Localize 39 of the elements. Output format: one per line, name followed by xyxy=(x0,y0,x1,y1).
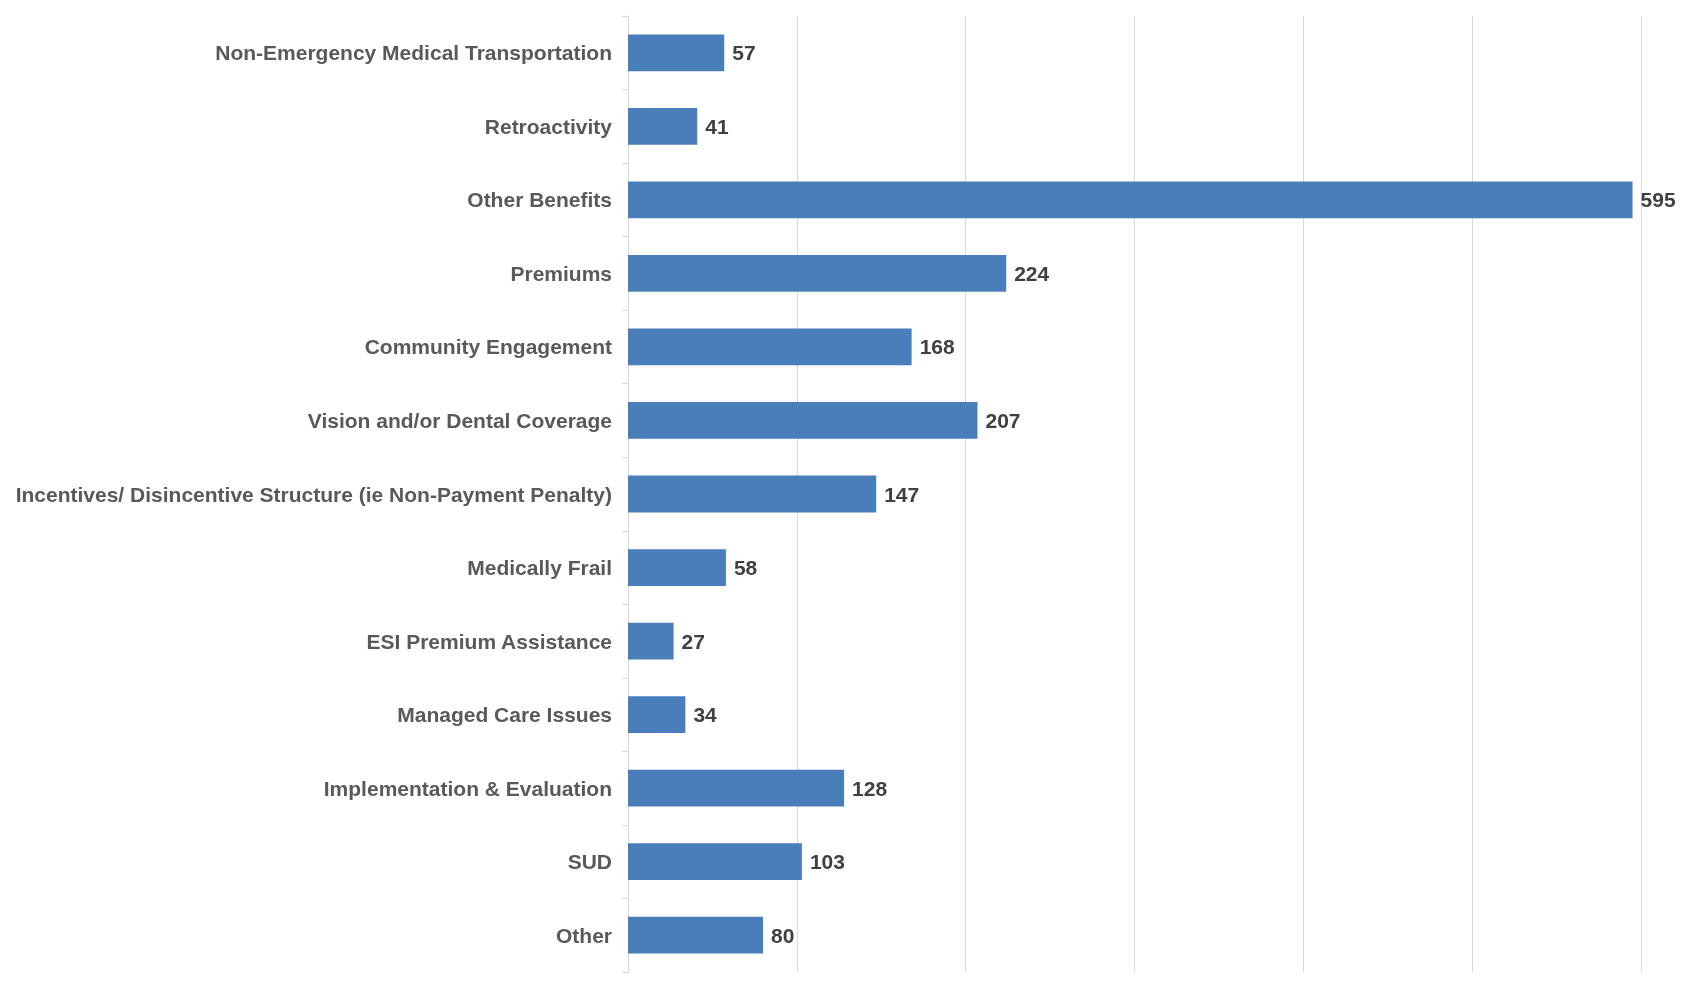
y-tick-label: Community Engagement xyxy=(364,335,612,359)
data-label: 103 xyxy=(809,850,845,874)
y-tick-label: Other xyxy=(555,923,612,947)
bar xyxy=(628,475,877,513)
data-label: 27 xyxy=(681,629,705,653)
data-label: 80 xyxy=(771,923,795,947)
y-tick-label: Non-Emergency Medical Transportation xyxy=(215,41,612,65)
bar xyxy=(628,181,1633,219)
data-label: 595 xyxy=(1640,188,1676,212)
data-label: 224 xyxy=(1014,261,1050,285)
bar xyxy=(628,622,674,660)
y-tick-label: ESI Premium Assistance xyxy=(366,629,612,653)
bar xyxy=(628,107,698,145)
data-label: 58 xyxy=(733,556,758,580)
bar xyxy=(628,916,764,954)
data-label: 128 xyxy=(852,776,888,800)
y-tick-label: Retroactivity xyxy=(484,114,613,138)
data-label: 168 xyxy=(919,335,955,359)
y-tick-label: Medically Frail xyxy=(467,556,612,580)
data-label: 207 xyxy=(985,408,1021,432)
bar xyxy=(628,328,912,366)
bar xyxy=(628,255,1007,292)
bar xyxy=(628,769,845,807)
y-tick-label: Other Benefits xyxy=(467,188,612,212)
bar xyxy=(628,696,686,733)
bar xyxy=(628,549,726,586)
y-tick-label: SUD xyxy=(567,850,612,874)
y-tick-label: Managed Care Issues xyxy=(397,703,612,727)
bar xyxy=(628,402,978,439)
data-label: 34 xyxy=(693,703,718,727)
y-tick-label: Implementation & Evaluation xyxy=(323,776,612,800)
data-label: 41 xyxy=(705,114,729,138)
data-label: 147 xyxy=(884,482,920,506)
y-tick-label: Incentives/ Disincentive Structure (ie Non-Payment Penalty) xyxy=(15,482,612,506)
y-tick-label: Premiums xyxy=(510,261,612,285)
bar xyxy=(628,843,802,881)
bar xyxy=(628,34,725,72)
y-tick-label: Vision and/or Dental Coverage xyxy=(307,408,612,432)
data-label: 57 xyxy=(732,41,756,65)
